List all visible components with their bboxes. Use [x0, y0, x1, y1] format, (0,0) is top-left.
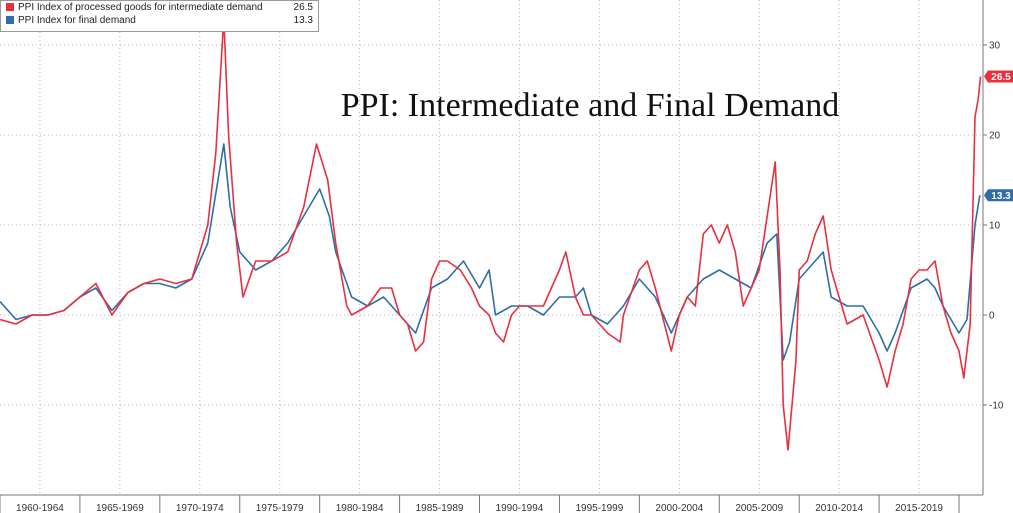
x-tick-label: 1975-1979	[256, 503, 304, 513]
legend-label-1: PPI Index for final demand	[18, 15, 136, 26]
y-tick-label: 0	[989, 311, 995, 322]
legend-box	[0, 0, 319, 32]
x-tick-label: 1965-1969	[96, 503, 144, 513]
last-value-tag-label-0: 26.5	[991, 72, 1011, 83]
y-tick-label: 10	[989, 221, 1001, 232]
series-lines	[0, 17, 982, 451]
x-tick-label: 2000-2004	[655, 503, 703, 513]
y-tick-label: -10	[989, 401, 1004, 412]
last-value-tag-1	[984, 189, 1013, 202]
x-tick-label: 1995-1999	[575, 503, 623, 513]
legend-value-1: 13.3	[294, 15, 314, 26]
legend-swatch-1	[6, 16, 14, 24]
x-tick-label: 1985-1989	[416, 503, 464, 513]
x-tick-label: 2005-2009	[735, 503, 783, 513]
chart-title: PPI: Intermediate and Final Demand	[341, 87, 840, 124]
legend-swatch-0	[6, 3, 14, 11]
x-tick-label: 2015-2019	[895, 503, 943, 513]
legend-label-0: PPI Index of processed goods for interme…	[18, 2, 263, 13]
last-value-tag-label-1: 13.3	[991, 191, 1011, 202]
x-tick-label: 1960-1964	[16, 503, 64, 513]
series-line-0	[0, 17, 982, 451]
last-value-tags: 26.5 13.3	[984, 70, 1013, 202]
grid-lines	[0, 0, 983, 495]
x-tick-label: 2010-2014	[815, 503, 863, 513]
legend: PPI Index of processed goods for interme…	[0, 0, 319, 32]
last-value-tag-0	[984, 70, 1013, 83]
x-tick-label: 1980-1984	[336, 503, 384, 513]
x-tick-label: 1970-1974	[176, 503, 224, 513]
legend-value-0: 26.5	[294, 2, 314, 13]
x-tick-label: 1990-1994	[496, 503, 544, 513]
y-tick-label: 30	[989, 41, 1001, 52]
y-tick-label: 20	[989, 131, 1001, 142]
